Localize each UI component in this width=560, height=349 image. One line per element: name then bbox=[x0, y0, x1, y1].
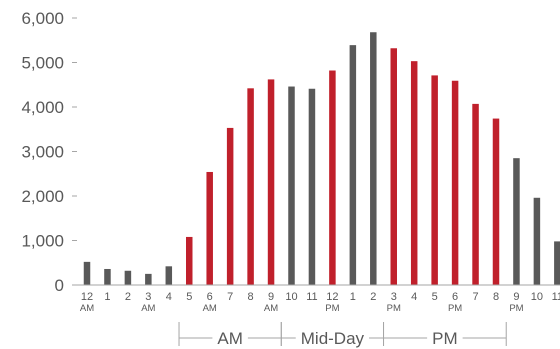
x-tick-label: 12 bbox=[81, 291, 93, 303]
x-tick-label: 3 bbox=[145, 291, 151, 303]
y-tick-label: 5,000 bbox=[21, 54, 64, 73]
bar-hour-7 bbox=[226, 127, 234, 285]
x-tick-sublabel: AM bbox=[203, 303, 217, 314]
period-bracket-0: AM bbox=[178, 322, 282, 348]
bar-hour-15 bbox=[390, 48, 397, 286]
y-tick-label: 1,000 bbox=[21, 232, 64, 251]
y-tick-label: 6,000 bbox=[21, 9, 64, 28]
bar-hour-10 bbox=[288, 86, 295, 285]
x-tick-sublabel: PM bbox=[448, 303, 462, 314]
x-tick-label: 4 bbox=[166, 291, 172, 303]
bar-hour-0 bbox=[83, 261, 91, 285]
x-tick-label: 1 bbox=[350, 291, 356, 303]
x-tick-label: 8 bbox=[493, 291, 499, 303]
x-tick-label: 6 bbox=[452, 291, 458, 303]
bar-hour-4 bbox=[165, 266, 173, 285]
x-tick-label: 3 bbox=[391, 291, 397, 303]
bar-hour-18 bbox=[451, 80, 459, 286]
y-tick-label: 0 bbox=[55, 276, 64, 295]
period-bracket-2: PM bbox=[383, 322, 507, 348]
y-tick-label: 4,000 bbox=[21, 98, 64, 117]
x-tick-sublabel: PM bbox=[509, 303, 523, 314]
bar-hour-23 bbox=[554, 241, 560, 285]
bar-hour-21 bbox=[513, 158, 520, 285]
bar-hour-19 bbox=[472, 103, 479, 285]
x-tick-label: 9 bbox=[268, 291, 274, 303]
x-tick-label: 7 bbox=[227, 291, 233, 303]
x-tick-sublabel: AM bbox=[80, 303, 94, 314]
x-tick-sublabel: PM bbox=[325, 303, 339, 314]
x-tick-label: 5 bbox=[186, 291, 192, 303]
x-tick-label: 11 bbox=[552, 291, 560, 303]
bar-hour-2 bbox=[124, 270, 132, 285]
bar-hour-16 bbox=[410, 61, 418, 285]
bar-hour-14 bbox=[370, 32, 377, 285]
y-axis: 0 1,000 2,000 3,000 4,000 5,000 6,000 bbox=[21, 9, 77, 295]
x-tick-label: 10 bbox=[285, 291, 297, 303]
bar-hour-13 bbox=[349, 45, 357, 285]
x-tick-label: 12 bbox=[326, 291, 338, 303]
x-tick-label: 6 bbox=[207, 291, 213, 303]
x-tick-sublabel: PM bbox=[387, 303, 401, 314]
bar-hour-3 bbox=[145, 273, 152, 285]
bar-hour-20 bbox=[492, 118, 500, 285]
x-tick-label: 11 bbox=[306, 291, 317, 303]
x-tick-label: 9 bbox=[513, 291, 519, 303]
x-tick-label: 1 bbox=[104, 291, 110, 303]
period-label: AM bbox=[217, 329, 243, 348]
bar-hour-12 bbox=[329, 70, 336, 285]
period-brackets: AM Mid-Day PM bbox=[178, 322, 507, 348]
period-bracket-1: Mid-Day bbox=[280, 322, 385, 348]
bar-hour-22 bbox=[533, 197, 541, 285]
bar-hour-17 bbox=[431, 75, 438, 285]
x-tick-label: 8 bbox=[248, 291, 254, 303]
bars bbox=[83, 32, 560, 286]
bar-hour-11 bbox=[308, 88, 316, 285]
bar-hour-6 bbox=[206, 171, 213, 285]
x-tick-label: 2 bbox=[370, 291, 376, 303]
x-tick-label: 4 bbox=[411, 291, 417, 303]
bar-hour-9 bbox=[267, 79, 275, 285]
x-tick-label: 7 bbox=[472, 291, 478, 303]
y-tick-label: 2,000 bbox=[21, 187, 64, 206]
period-label: PM bbox=[432, 329, 458, 348]
bar-hour-1 bbox=[104, 268, 111, 285]
bar-hour-5 bbox=[186, 236, 193, 285]
x-tick-sublabel: AM bbox=[264, 303, 278, 314]
x-tick-sublabel: AM bbox=[141, 303, 155, 314]
x-tick-label: 2 bbox=[125, 291, 131, 303]
x-tick-label: 10 bbox=[531, 291, 543, 303]
period-label: Mid-Day bbox=[301, 329, 365, 348]
bar-hour-8 bbox=[247, 88, 254, 285]
x-tick-label: 5 bbox=[432, 291, 438, 303]
y-tick-label: 3,000 bbox=[21, 143, 64, 162]
